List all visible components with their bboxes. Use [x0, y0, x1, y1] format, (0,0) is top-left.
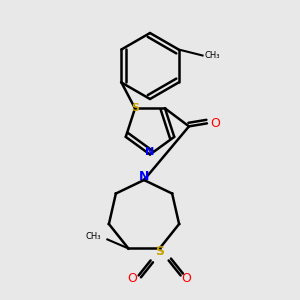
Text: S: S [155, 245, 164, 258]
Text: O: O [128, 272, 138, 285]
Text: N: N [139, 170, 149, 184]
Text: CH₃: CH₃ [204, 51, 220, 60]
Text: O: O [182, 272, 192, 285]
Text: CH₃: CH₃ [86, 232, 101, 241]
Text: S: S [131, 103, 139, 113]
Text: O: O [210, 117, 220, 130]
Text: N: N [146, 146, 154, 157]
